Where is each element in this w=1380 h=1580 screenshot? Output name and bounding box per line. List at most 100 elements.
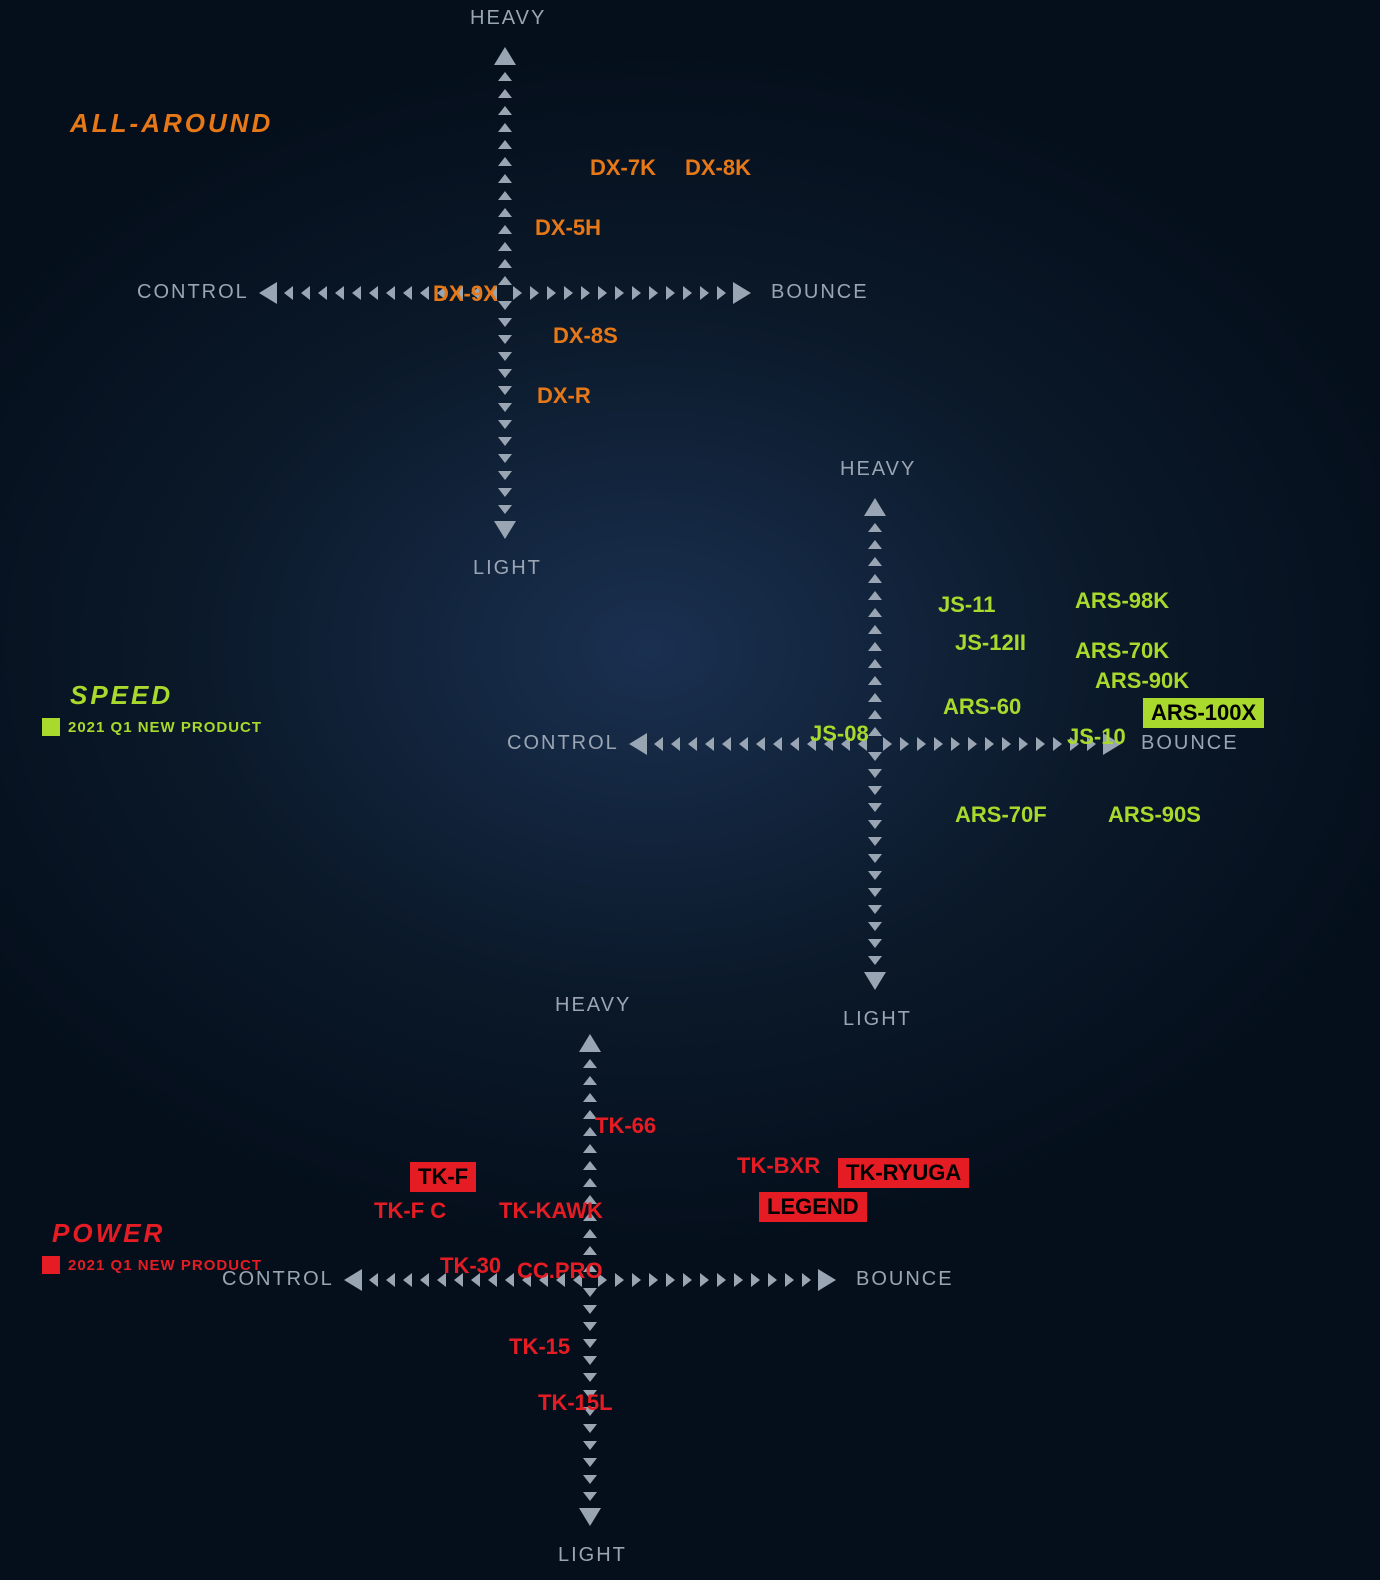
axis-tick [968,737,977,751]
product-label: ARS-100X [1143,698,1264,728]
product-label: TK-RYUGA [838,1158,969,1188]
product-label: ARS-98K [1075,588,1169,614]
axis-tick [654,737,663,751]
product-label: ARS-90S [1108,802,1201,828]
axis-tick [498,259,512,268]
axis-label-left: CONTROL [137,281,249,304]
axis-tick [868,871,882,880]
axis-tick [583,1356,597,1365]
axis-tick [352,286,361,300]
product-label: TK-66 [595,1113,656,1139]
axis-tick [498,318,512,327]
axis-tick [583,1076,597,1085]
axis-tick [934,737,943,751]
product-label: DX-R [537,383,591,409]
axis-tick [951,737,960,751]
axis-tick [513,286,522,300]
axis-tick [498,335,512,344]
axis-tick [583,1161,597,1170]
product-label: ARS-70K [1075,638,1169,664]
axis-arrow-right [733,282,751,304]
axis-tick [868,752,882,761]
axis-tick [498,454,512,463]
axis-tick [985,737,994,751]
axis-arrow-up [494,47,516,65]
product-label: JS-08 [810,721,869,747]
axis-tick [700,286,709,300]
axis-tick [868,591,882,600]
axis-tick [498,106,512,115]
axis-tick [705,737,714,751]
product-label: DX-5H [535,215,601,241]
product-label: JS-10 [1067,724,1126,750]
axis-tick [868,642,882,651]
axis-tick [649,1273,658,1287]
axis-tick [868,693,882,702]
axis-tick [868,574,882,583]
axis-tick [900,737,909,751]
product-label: ARS-90K [1095,668,1189,694]
legend-speed: 2021 Q1 NEW PRODUCT [42,718,262,736]
axis-tick [498,369,512,378]
axis-tick [583,1246,597,1255]
axis-tick [498,174,512,183]
axis-tick [498,488,512,497]
axis-tick [564,286,573,300]
product-label: DX-8K [685,155,751,181]
axis-tick [785,1273,794,1287]
axis-tick [671,737,680,751]
product-label: DX-9X [433,281,498,307]
product-label: TK-15 [509,1334,570,1360]
axis-tick [666,286,675,300]
axis-tick [739,737,748,751]
product-label: TK-30 [440,1253,501,1279]
product-label: ARS-70F [955,802,1047,828]
axis-label-right: BOUNCE [1141,732,1239,755]
product-label: DX-7K [590,155,656,181]
axis-tick [318,286,327,300]
axis-tick [868,854,882,863]
axis-tick [734,1273,743,1287]
axis-arrow-up [579,1034,601,1052]
axis-tick [632,286,641,300]
axis-tick [868,727,882,736]
axis-tick [284,286,293,300]
axis-tick [868,540,882,549]
axis-tick [883,737,892,751]
axis-arrow-up [864,498,886,516]
axis-tick [717,1273,726,1287]
product-label: ARS-60 [943,694,1021,720]
axis-tick [751,1273,760,1287]
axis-arrow-right [818,1269,836,1291]
axis-label-top: HEAVY [840,458,916,481]
axis-tick [868,523,882,532]
axis-arrow-down [864,972,886,990]
axis-tick [868,710,882,719]
axis-tick [498,437,512,446]
axis-tick [868,676,882,685]
axis-tick [868,608,882,617]
axis-tick [773,737,782,751]
axis-tick [583,1178,597,1187]
category-title-power: POWER [52,1218,165,1249]
axis-tick [598,286,607,300]
axis-tick [583,1458,597,1467]
axis-tick [498,471,512,480]
axis-arrow-down [494,521,516,539]
axis-tick [583,1492,597,1501]
axis-tick [917,737,926,751]
axis-tick [583,1475,597,1484]
axis-tick [498,420,512,429]
axis-tick [615,1273,624,1287]
axis-tick [868,956,882,965]
axis-label-right: BOUNCE [771,281,869,304]
axis-tick [403,286,412,300]
axis-tick [581,286,590,300]
axis-arrow-down [579,1508,601,1526]
product-label: TK-15L [538,1390,613,1416]
axis-label-top: HEAVY [555,994,631,1017]
axis-tick [498,301,512,310]
axis-tick [688,737,697,751]
axis-tick [868,888,882,897]
legend-swatch [42,1256,60,1274]
